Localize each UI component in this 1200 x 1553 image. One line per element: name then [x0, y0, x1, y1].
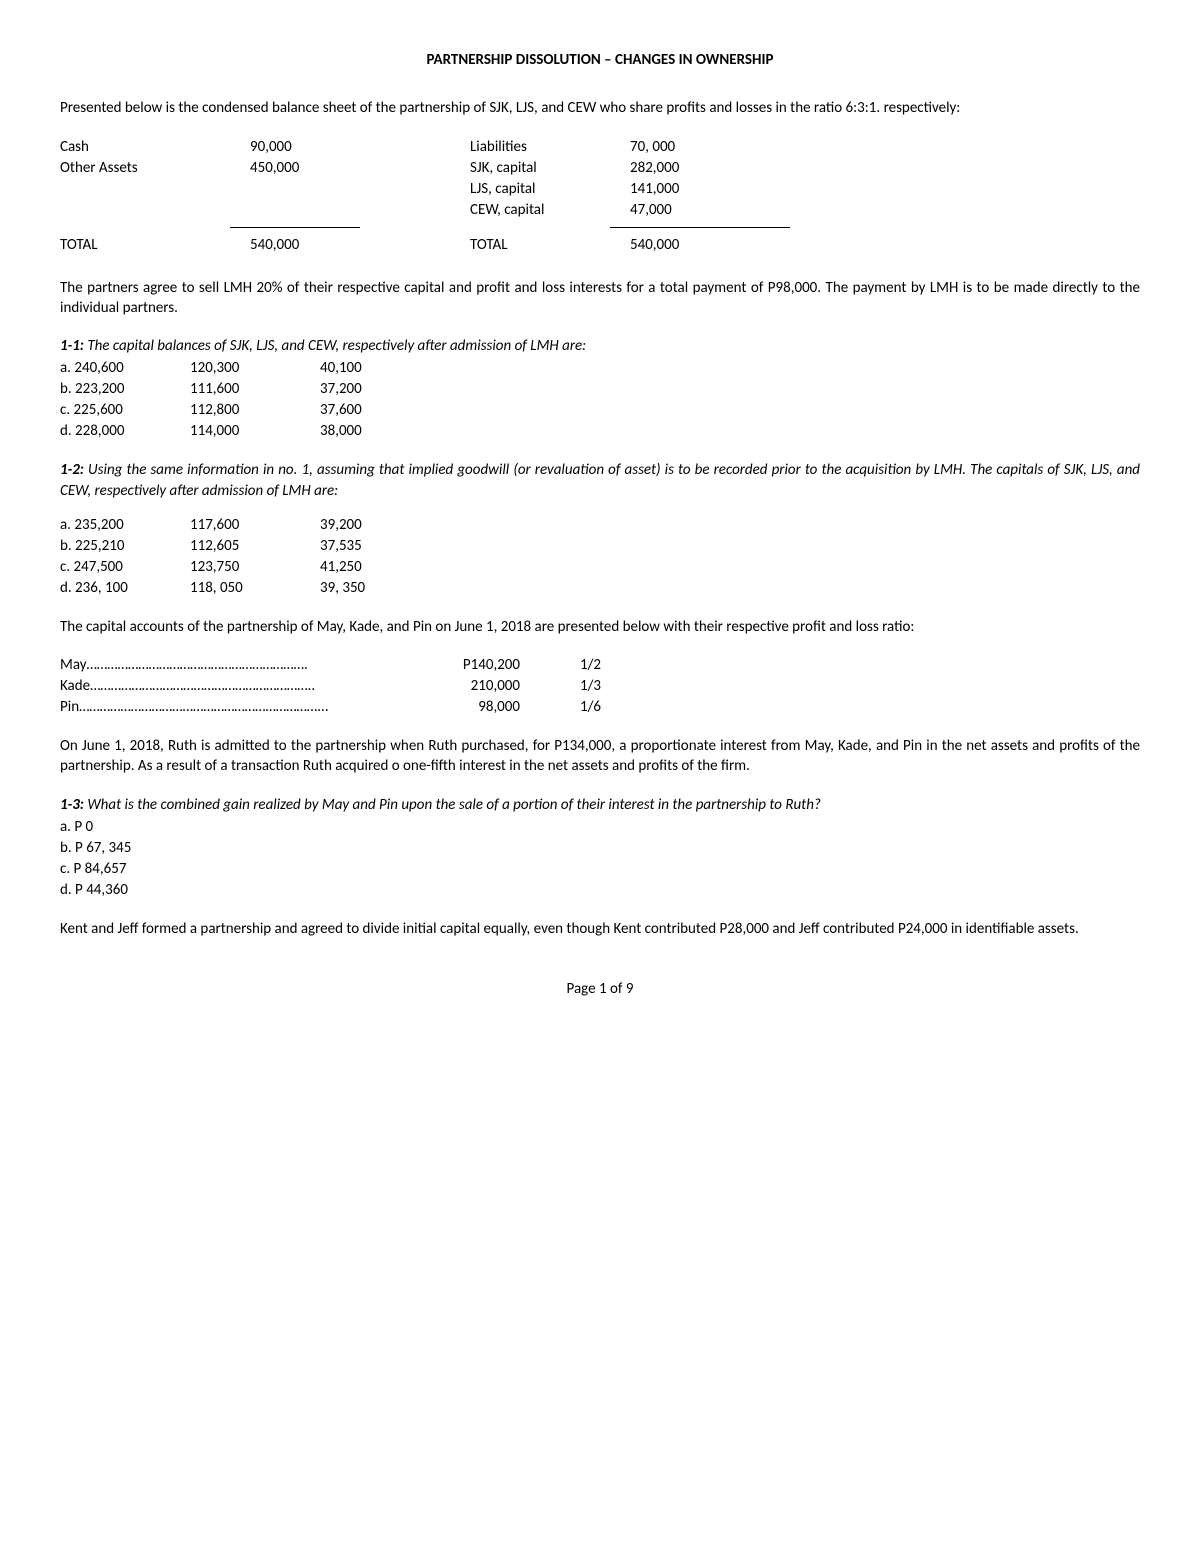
bs-right-label: LJS, capital	[470, 179, 630, 199]
partner-ratio: 1/6	[580, 697, 640, 718]
option: 117,600	[190, 515, 320, 536]
bs-right-label: CEW, capital	[470, 200, 630, 220]
partner-amt: 210,000	[410, 676, 580, 697]
option: 118, 050	[190, 578, 320, 599]
option: c. 225,600	[60, 400, 190, 421]
partner-table: May……………………………………………………….P140,2001/2 Kad…	[60, 655, 1140, 718]
partner-amt: P140,200	[410, 655, 580, 676]
paragraph-4: On June 1, 2018, Ruth is admitted to the…	[60, 736, 1140, 777]
bs-left-val: 450,000	[250, 158, 370, 178]
option: 39,200	[320, 515, 450, 536]
partner-amt: 98,000	[410, 697, 580, 718]
bs-right-label: Liabilities	[470, 137, 630, 157]
option: 123,750	[190, 557, 320, 578]
option: 37,600	[320, 400, 450, 421]
bs-right-val: 47,000	[630, 200, 750, 220]
bs-left-label: Cash	[60, 137, 250, 157]
option: c. 247,500	[60, 557, 190, 578]
bs-right-label: SJK, capital	[470, 158, 630, 178]
q-number: 1-2:	[60, 461, 84, 479]
intro-paragraph: Presented below is the condensed balance…	[60, 98, 1140, 118]
q-text: Using the same information in no. 1, ass…	[60, 461, 1140, 499]
paragraph-5: Kent and Jeff formed a partnership and a…	[60, 919, 1140, 939]
options-1-1: a. 240,600120,30040,100 b. 223,200111,60…	[60, 358, 1140, 442]
page-footer: Page 1 of 9	[60, 979, 1140, 999]
paragraph-2: The partners agree to sell LMH 20% of th…	[60, 278, 1140, 319]
partner-name: Pin……………………………………………………………...	[60, 697, 410, 718]
q-number: 1-3:	[60, 796, 84, 814]
option: 112,800	[190, 400, 320, 421]
option: a. P 0	[60, 817, 1140, 838]
options-1-3: a. P 0 b. P 67, 345 c. P 84,657 d. P 44,…	[60, 817, 1140, 901]
option: 41,250	[320, 557, 450, 578]
rule-line	[610, 227, 790, 228]
option: 39, 350	[320, 578, 450, 599]
question-1-3: 1-3: What is the combined gain realized …	[60, 795, 1140, 815]
option: a. 240,600	[60, 358, 190, 379]
option: 40,100	[320, 358, 450, 379]
q-text: What is the combined gain realized by Ma…	[84, 796, 821, 814]
option: 38,000	[320, 421, 450, 442]
q-text: The capital balances of SJK, LJS, and CE…	[84, 337, 586, 355]
option: c. P 84,657	[60, 859, 1140, 880]
bs-total-val: 540,000	[630, 235, 750, 255]
bs-left-val: 90,000	[250, 137, 370, 157]
option: 112,605	[190, 536, 320, 557]
option: b. P 67, 345	[60, 838, 1140, 859]
partner-name: Kade………………………………………………………..	[60, 676, 410, 697]
option: a. 235,200	[60, 515, 190, 536]
option: d. 228,000	[60, 421, 190, 442]
option: 37,535	[320, 536, 450, 557]
option: b. 225,210	[60, 536, 190, 557]
option: 111,600	[190, 379, 320, 400]
bs-left-label: Other Assets	[60, 158, 250, 178]
page-title: PARTNERSHIP DISSOLUTION – CHANGES IN OWN…	[60, 50, 1140, 70]
option: 120,300	[190, 358, 320, 379]
bs-total-label: TOTAL	[60, 235, 250, 255]
option: b. 223,200	[60, 379, 190, 400]
partner-ratio: 1/2	[580, 655, 640, 676]
partner-name: May……………………………………………………….	[60, 655, 410, 676]
rule-line	[230, 227, 360, 228]
question-1-1: 1-1: The capital balances of SJK, LJS, a…	[60, 336, 1140, 356]
bs-right-val: 70, 000	[630, 137, 750, 157]
paragraph-3: The capital accounts of the partnership …	[60, 617, 1140, 637]
bs-right-val: 282,000	[630, 158, 750, 178]
option: d. 236, 100	[60, 578, 190, 599]
balance-sheet: Cash90,000 Other Assets450,000 TOTAL540,…	[60, 137, 1140, 256]
bs-total-label: TOTAL	[470, 235, 630, 255]
question-1-2: 1-2: Using the same information in no. 1…	[60, 460, 1140, 501]
bs-total-val: 540,000	[250, 235, 370, 255]
option: 37,200	[320, 379, 450, 400]
bs-right-val: 141,000	[630, 179, 750, 199]
q-number: 1-1:	[60, 337, 84, 355]
option: d. P 44,360	[60, 880, 1140, 901]
option: 114,000	[190, 421, 320, 442]
partner-ratio: 1/3	[580, 676, 640, 697]
options-1-2: a. 235,200117,60039,200 b. 225,210112,60…	[60, 515, 1140, 599]
